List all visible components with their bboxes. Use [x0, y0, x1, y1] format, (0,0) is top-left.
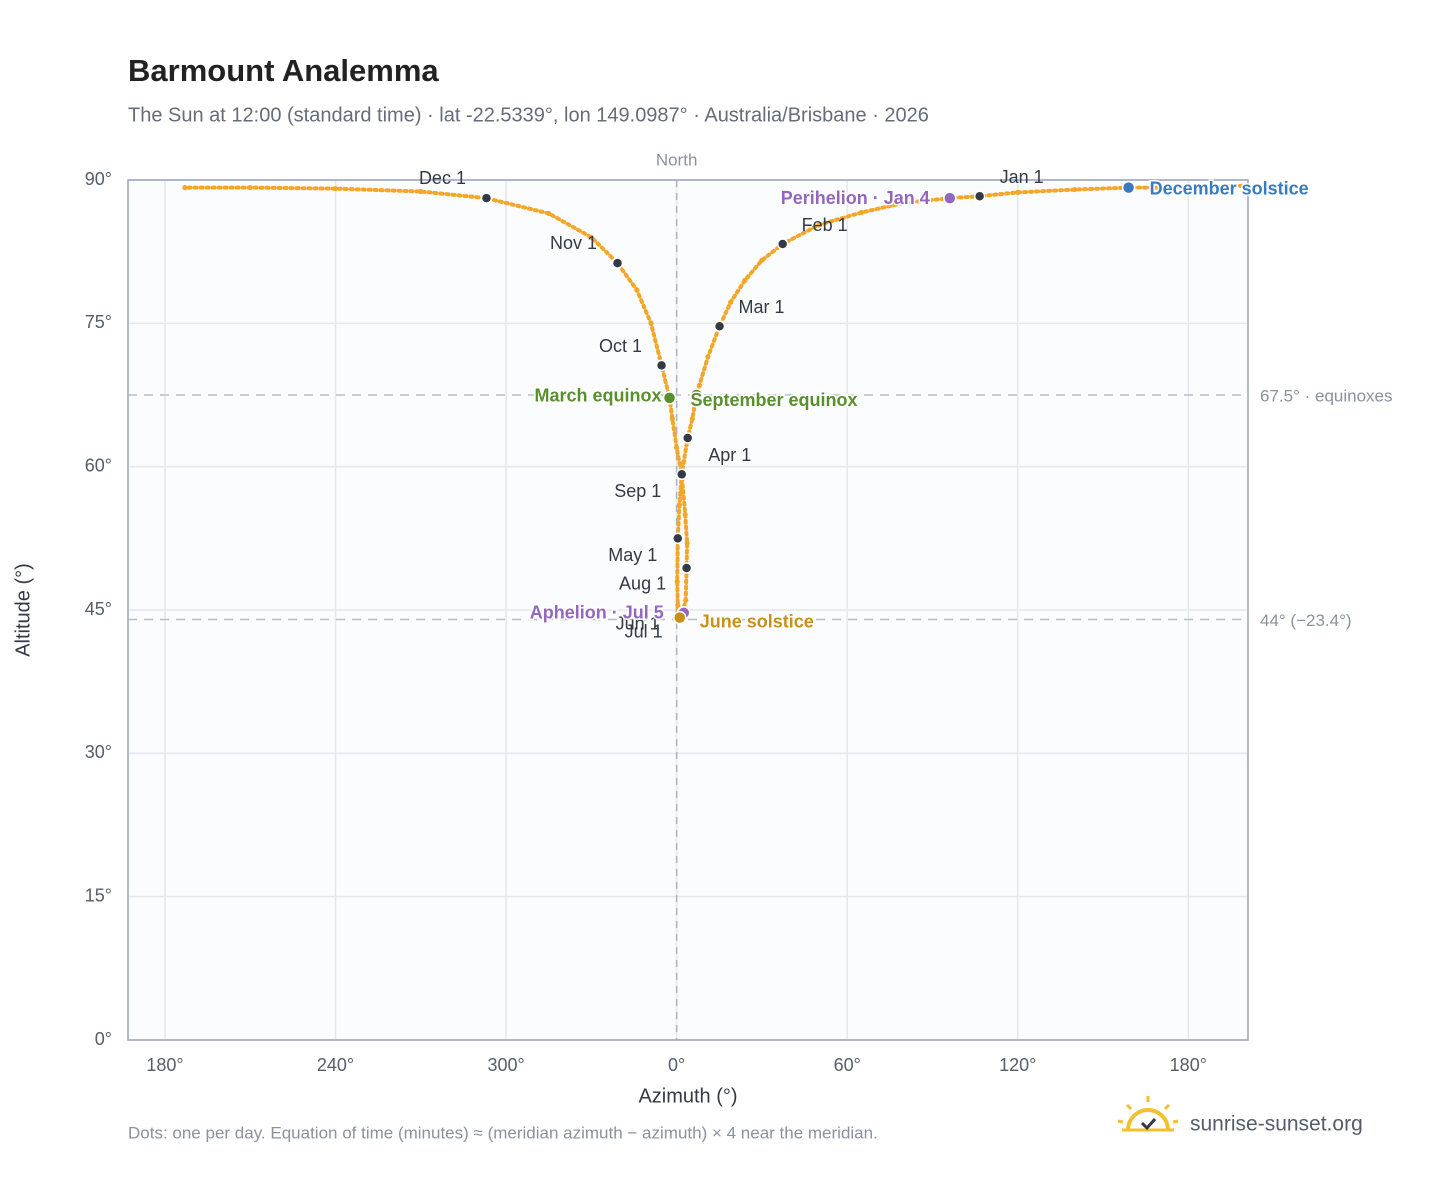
marks — [182, 180, 1251, 626]
event-label: Aphelion · Jul 5 — [530, 603, 664, 623]
plot-frame — [127, 179, 1249, 1041]
day-dot — [759, 257, 765, 263]
event-marker — [943, 191, 957, 205]
month-marker — [675, 468, 688, 481]
brand-logo — [1117, 1096, 1179, 1132]
x-tick-label: 120° — [999, 1055, 1036, 1075]
day-dot — [1015, 189, 1021, 196]
day-dot — [682, 511, 688, 518]
month-marker — [672, 532, 684, 545]
day-dot — [705, 354, 711, 360]
month-label: Jan 1 — [1000, 167, 1044, 187]
month-label: Dec 1 — [419, 168, 466, 188]
chart-title: Barmount Analemma — [128, 53, 439, 88]
day-dot — [689, 416, 695, 422]
footnote: Dots: one per day. Equation of time (min… — [128, 1123, 878, 1142]
day-dot — [675, 602, 681, 608]
event-marker — [1121, 180, 1136, 195]
day-dot — [634, 287, 640, 293]
x-tick-label: 180° — [1170, 1055, 1207, 1075]
month-label: Mar 1 — [739, 297, 785, 317]
event-label: June solstice — [700, 611, 814, 631]
y-tick-label: 90° — [85, 169, 112, 189]
event-label: March equinox — [534, 386, 661, 406]
day-dot — [182, 185, 188, 191]
reference-label: 67.5° · equinoxes — [1260, 386, 1393, 405]
day-dot — [247, 185, 253, 191]
day-dot — [901, 200, 907, 206]
month-label: May 1 — [608, 545, 657, 565]
day-dot — [1199, 184, 1206, 190]
event-marker — [689, 388, 704, 402]
day-dot — [683, 597, 689, 604]
reference-label: 44° (−23.4°) — [1260, 611, 1352, 630]
event-label: Perihelion · Jan 4 — [781, 188, 930, 208]
day-dot — [588, 234, 594, 240]
month-label: Feb 1 — [802, 215, 848, 235]
day-dot — [728, 299, 734, 305]
chart-subtitle: The Sun at 12:00 (standard time) · lat -… — [128, 104, 929, 126]
month-label: Nov 1 — [550, 233, 597, 253]
y-tick-label: 0° — [95, 1029, 112, 1049]
y-tick-label: 45° — [85, 599, 112, 619]
y-tick-label: 75° — [85, 312, 112, 332]
event-marker — [662, 391, 677, 405]
x-tick-label: 0° — [668, 1055, 685, 1075]
event-label: September equinox — [691, 390, 858, 410]
month-label: Oct 1 — [599, 336, 642, 356]
month-marker — [655, 359, 668, 372]
x-tick-label: 180° — [146, 1055, 183, 1075]
event-label: December solstice — [1150, 178, 1309, 198]
x-tick-label: 60° — [834, 1055, 861, 1075]
day-dot — [674, 444, 680, 451]
month-marker — [973, 190, 986, 202]
day-dot — [696, 382, 702, 389]
month-marker — [680, 562, 693, 574]
month-marker — [611, 257, 624, 269]
brand: sunrise-sunset.org — [1190, 1113, 1363, 1136]
y-tick-label: 15° — [85, 885, 112, 905]
day-dot — [742, 277, 748, 283]
month-label: Jul 1 — [625, 621, 663, 641]
day-dot — [816, 222, 822, 228]
month-label: Sep 1 — [614, 481, 661, 501]
month-label: Apr 1 — [708, 445, 751, 465]
month-marker — [681, 432, 694, 444]
month-marker — [480, 192, 493, 204]
day-dot — [669, 416, 675, 422]
month-marker — [713, 320, 726, 332]
day-dot — [418, 188, 424, 195]
y-tick-label: 30° — [85, 742, 112, 762]
month-label: Jun 1 — [616, 614, 660, 634]
x-tick-label: 300° — [487, 1055, 524, 1075]
month-marker — [776, 238, 789, 250]
x-tick-label: 240° — [317, 1055, 354, 1075]
event-marker — [673, 610, 687, 625]
day-dot — [676, 502, 683, 508]
x-axis-title: Azimuth (°) — [638, 1085, 737, 1107]
day-dot — [648, 320, 654, 326]
day-dot — [332, 186, 339, 192]
day-dot — [681, 459, 687, 465]
day-dot — [684, 540, 690, 546]
day-dot — [674, 578, 680, 584]
y-axis-title: Altitude (°) — [12, 563, 34, 657]
y-tick-label: 60° — [85, 455, 112, 475]
day-dot — [1157, 185, 1163, 191]
day-dot — [1071, 186, 1078, 193]
day-dot — [858, 209, 865, 216]
month-label: Aug 1 — [619, 574, 666, 594]
meridian-label: North — [656, 150, 698, 169]
day-dot — [546, 210, 552, 217]
